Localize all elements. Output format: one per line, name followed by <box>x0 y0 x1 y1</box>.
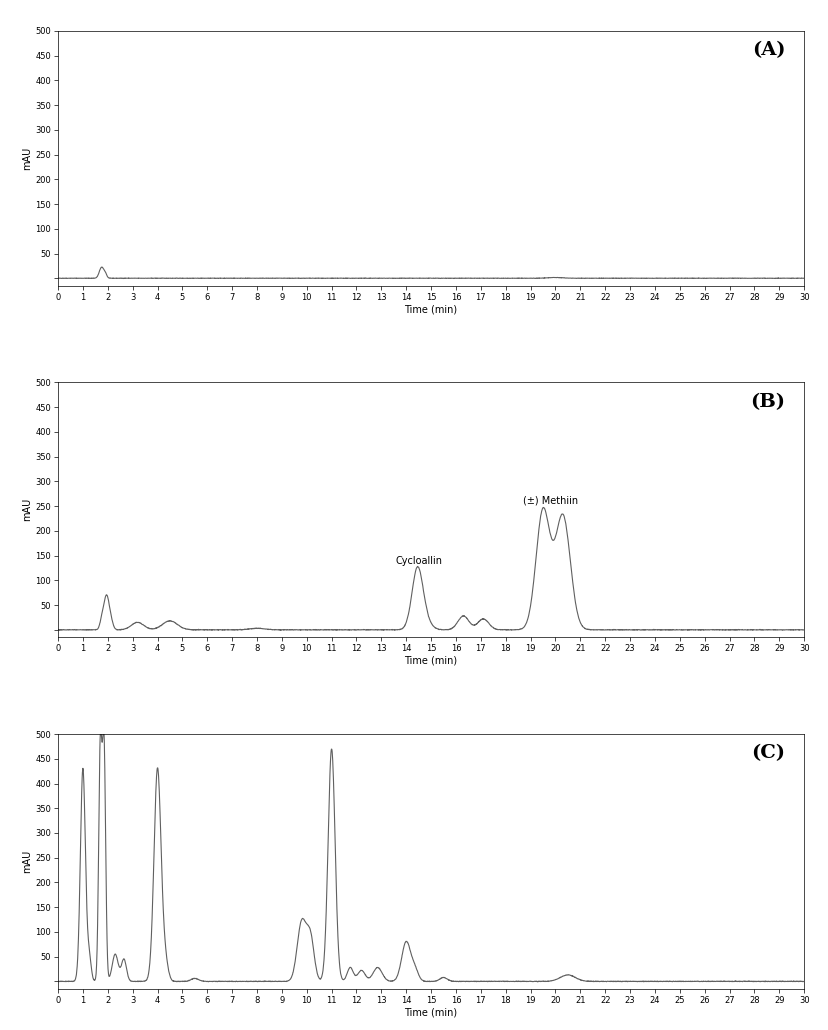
Y-axis label: mAU: mAU <box>22 499 32 521</box>
Text: (±) Methiin: (±) Methiin <box>522 495 577 505</box>
X-axis label: Time (min): Time (min) <box>404 1007 457 1018</box>
Y-axis label: mAU: mAU <box>22 146 32 170</box>
Text: (C): (C) <box>750 745 784 762</box>
Y-axis label: mAU: mAU <box>22 850 32 873</box>
X-axis label: Time (min): Time (min) <box>404 305 457 314</box>
Text: Cycloallin: Cycloallin <box>395 556 441 566</box>
X-axis label: Time (min): Time (min) <box>404 656 457 666</box>
Text: (B): (B) <box>749 392 784 411</box>
Text: (A): (A) <box>751 41 784 59</box>
